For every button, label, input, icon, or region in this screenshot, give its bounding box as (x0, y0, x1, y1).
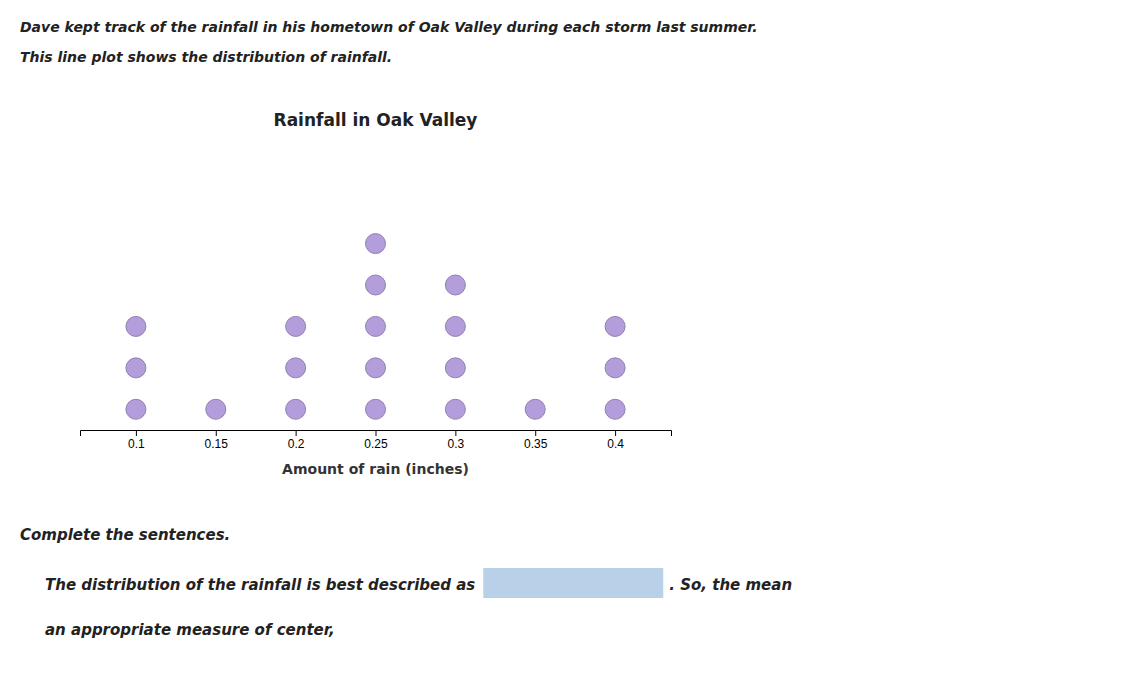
x-tick: 0.25 (364, 430, 388, 451)
x-tick-label: 0.4 (607, 437, 624, 451)
x-tick: 0.1 (128, 430, 145, 451)
header-text: Dave kept track of the rainfall in his h… (20, 19, 757, 35)
x-tick-mark (296, 430, 297, 436)
dot (525, 399, 545, 419)
dot (605, 358, 625, 378)
dot (605, 316, 625, 336)
canvas: Dave kept track of the rainfall in his h… (0, 0, 1137, 700)
x-tick: 0.2 (288, 430, 305, 451)
dot (445, 275, 465, 295)
x-tick-mark (615, 430, 616, 436)
dot (126, 358, 146, 378)
x-tick-label: 0.35 (524, 437, 548, 451)
dot (366, 275, 386, 295)
x-tick-label: 0.25 (364, 437, 388, 451)
x-tick-mark (376, 430, 377, 436)
x-tick-label: 0.1 (128, 437, 145, 451)
dot (126, 316, 146, 336)
x-tick-label: 0.2 (288, 437, 305, 451)
instruction-text: Complete the sentences. (20, 526, 230, 544)
sentence-text: . So, the mean (669, 576, 792, 594)
x-tick: 0.3 (448, 430, 465, 451)
x-tick: 0.15 (205, 430, 229, 451)
sentence-text: an appropriate measure of center, (45, 621, 335, 639)
dot (445, 399, 465, 419)
x-tick-label: 0.3 (448, 437, 465, 451)
x-tick: 0.4 (607, 430, 624, 451)
dot (605, 399, 625, 419)
dot (286, 399, 306, 419)
x-tick-mark (535, 430, 536, 436)
dot (366, 316, 386, 336)
dot (126, 399, 146, 419)
dot (286, 316, 306, 336)
x-axis-title: Amount of rain (inches) (282, 461, 469, 477)
dot (286, 358, 306, 378)
chart-title: Rainfall in Oak Valley (274, 110, 478, 130)
header-text: This line plot shows the distribution of… (20, 49, 392, 65)
answer-box (483, 568, 663, 598)
dot (206, 399, 226, 419)
x-tick-mark (455, 430, 456, 436)
x-tick-mark (216, 430, 217, 436)
x-axis-line (81, 431, 672, 437)
x-axis: 0.1 0.15 0.2 0.25 0.3 0.35 0.4 (81, 430, 672, 451)
x-tick-label: 0.15 (205, 437, 229, 451)
x-tick-mark (136, 430, 137, 436)
x-tick: 0.35 (524, 430, 548, 451)
dot (445, 358, 465, 378)
sentence-text: The distribution of the rainfall is best… (45, 576, 475, 594)
dot (445, 316, 465, 336)
dot (366, 399, 386, 419)
dot (366, 234, 386, 254)
dot (366, 358, 386, 378)
plot-area (126, 234, 625, 420)
